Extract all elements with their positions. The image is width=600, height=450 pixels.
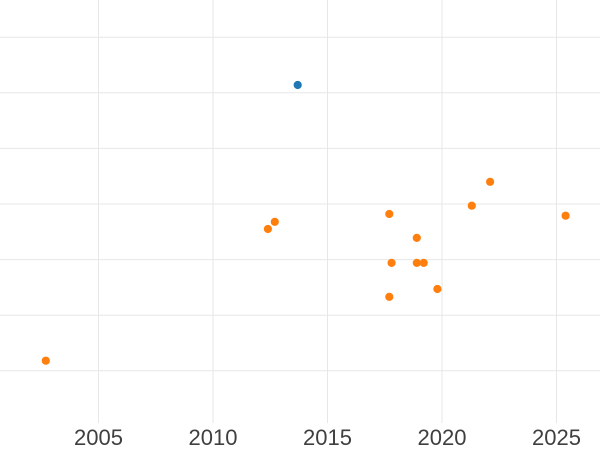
data-point-orange-series xyxy=(561,211,570,220)
data-point-orange-series xyxy=(433,284,442,294)
data-point-orange-series xyxy=(385,292,394,301)
data-point-orange-series xyxy=(270,217,279,226)
data-point-orange-series xyxy=(412,233,421,242)
data-point-orange-series xyxy=(387,258,396,267)
x-tick-label: 2015 xyxy=(303,425,352,450)
data-point-orange-series xyxy=(486,177,495,186)
data-point-orange-series xyxy=(385,209,394,219)
x-tick-label: 2020 xyxy=(418,425,467,450)
data-point-orange-series xyxy=(467,201,476,210)
data-point-orange-series xyxy=(263,224,272,234)
data-point-orange-series xyxy=(412,258,421,267)
x-tick-label: 2005 xyxy=(74,425,123,450)
x-tick-label: 2010 xyxy=(189,425,238,450)
data-point-orange-series xyxy=(41,356,50,365)
x-tick-label: 2025 xyxy=(532,425,581,450)
data-point-orange-series xyxy=(419,258,428,267)
data-point-blue-series xyxy=(293,80,302,90)
